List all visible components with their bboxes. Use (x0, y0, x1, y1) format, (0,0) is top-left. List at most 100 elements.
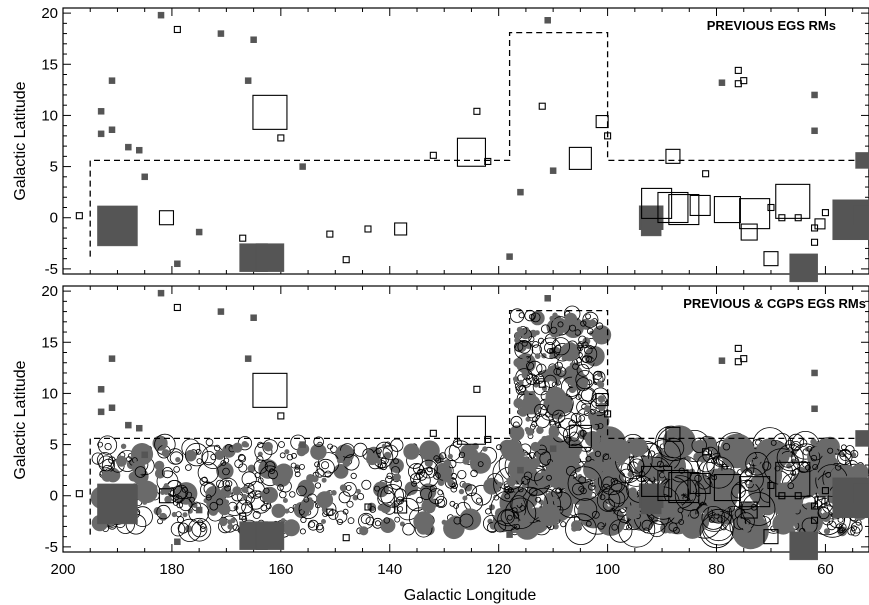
cgps-rm-negative-marker (444, 445, 461, 462)
rm-negative-marker-large (739, 476, 771, 508)
cgps-rm-negative-marker (550, 326, 558, 334)
cgps-rm-negative-marker (812, 463, 819, 470)
rm-negative-marker (342, 256, 350, 264)
cgps-rm-positive-marker (163, 489, 169, 495)
cgps-rm-negative-marker (185, 491, 193, 499)
cgps-rm-positive-marker (512, 429, 520, 437)
cgps-rm-positive-marker (380, 517, 396, 534)
cgps-rm-negative-marker (294, 471, 301, 478)
cgps-rm-negative-marker (253, 459, 268, 474)
cgps-rm-positive-marker (227, 523, 234, 530)
cgps-rm-negative-marker (602, 498, 616, 511)
cgps-rm-positive-marker (524, 390, 530, 396)
cgps-rm-positive-marker (525, 416, 531, 422)
rm-negative-marker (734, 358, 742, 366)
cgps-rm-negative-marker (188, 502, 210, 524)
cgps-rm-positive-marker (389, 458, 404, 473)
cgps-rm-positive-marker (601, 459, 619, 477)
top-panel-title: PREVIOUS EGS RMs (707, 18, 836, 33)
y-tick-label: -5 (45, 261, 58, 278)
cgps-rm-negative-marker (576, 399, 592, 415)
cgps-rm-negative-marker (555, 487, 562, 494)
cgps-rm-negative-marker (504, 493, 511, 500)
rm-negative-marker (794, 492, 802, 500)
cgps-rm-positive-marker (355, 488, 361, 494)
cgps-rm-positive-marker (742, 523, 752, 533)
rm-positive-marker (141, 173, 148, 181)
cgps-rm-positive-marker (184, 449, 197, 462)
cgps-rm-negative-marker (334, 510, 348, 524)
cgps-rm-negative-marker (708, 517, 715, 523)
cgps-rm-positive-marker (214, 450, 225, 460)
cgps-rm-negative-marker (580, 487, 587, 495)
rm-negative-marker (277, 412, 285, 420)
rm-positive-marker (811, 405, 818, 413)
cgps-rm-positive-marker (101, 470, 113, 482)
cgps-rm-positive-marker (778, 454, 784, 461)
top-x-ticks (62, 8, 854, 274)
cgps-rm-positive-marker (462, 495, 468, 501)
cgps-rm-negative-marker (463, 492, 483, 512)
cgps-rm-negative-marker (509, 495, 528, 513)
cgps-rm-negative-marker (300, 516, 307, 524)
cgps-rm-positive-marker (483, 477, 501, 495)
cgps-rm-negative-marker (356, 492, 365, 501)
cgps-rm-positive-marker (352, 494, 359, 501)
cgps-rm-negative-marker (722, 463, 728, 470)
cgps-rm-positive-marker (284, 508, 290, 514)
cgps-rm-positive-marker (538, 499, 544, 505)
cgps-rm-positive-marker (227, 519, 233, 525)
bottom-panel-frame (62, 285, 869, 553)
cgps-rm-negative-marker (134, 466, 147, 478)
cgps-rm-positive-marker (549, 315, 555, 321)
cgps-rm-positive-marker (241, 493, 247, 500)
cgps-rm-negative-marker (291, 452, 297, 459)
rm-positive-marker (97, 408, 105, 416)
cgps-rm-negative-marker (189, 496, 195, 503)
cgps-rm-negative-marker (602, 453, 610, 461)
cgps-rm-positive-marker (516, 519, 531, 534)
cgps-rm-negative-marker (181, 486, 188, 493)
rm-positive-marker (108, 355, 116, 362)
cgps-rm-negative-marker (264, 461, 276, 472)
cgps-rm-negative-marker (610, 480, 623, 492)
rm-positive-marker (141, 451, 148, 459)
cgps-rm-negative-marker (572, 482, 585, 496)
rm-negative-marker (239, 512, 247, 520)
y-tick-label: 15 (41, 334, 58, 351)
rm-negative-marker-large (814, 496, 826, 508)
cgps-rm-positive-marker (512, 376, 519, 382)
cgps-rm-negative-marker (702, 508, 735, 542)
rm-positive-marker-large (97, 483, 138, 525)
cgps-rm-positive-marker (120, 443, 127, 449)
cgps-rm-negative-marker (837, 449, 853, 466)
cgps-rm-negative-marker (551, 337, 571, 356)
rm-negative-marker-large (252, 372, 288, 408)
y-tick-label: 20 (41, 283, 58, 300)
cgps-rm-negative-marker (426, 466, 433, 473)
cgps-rm-positive-marker (511, 475, 517, 481)
cgps-rm-negative-marker (539, 337, 561, 359)
cgps-rm-negative-marker (374, 520, 381, 527)
x-tick-label: 80 (708, 561, 725, 578)
cgps-rm-negative-marker (578, 335, 587, 344)
cgps-rm-negative-marker (587, 328, 594, 335)
cgps-rm-negative-marker (514, 523, 520, 530)
top-rm-markers (75, 11, 869, 283)
bottom-y-axis-title: Galactic Latitude (12, 360, 29, 479)
cgps-rm-positive-marker (564, 312, 578, 326)
rm-negative-marker (821, 209, 829, 217)
cgps-rm-negative-marker (360, 514, 371, 525)
cgps-rm-positive-marker (625, 505, 641, 520)
rm-positive-marker (244, 355, 252, 362)
cgps-rm-negative-marker (288, 507, 294, 513)
rm-negative-marker (326, 508, 334, 516)
cgps-rm-negative-marker (222, 480, 230, 488)
cgps-rm-negative-marker (262, 439, 279, 455)
cgps-rm-negative-marker (494, 520, 507, 533)
rm-negative-marker (484, 157, 492, 166)
rm-positive-marker-large (789, 253, 818, 283)
cgps-rm-negative-marker (459, 513, 474, 528)
cgps-rm-negative-marker (495, 444, 502, 451)
cgps-rm-negative-marker (594, 450, 602, 457)
